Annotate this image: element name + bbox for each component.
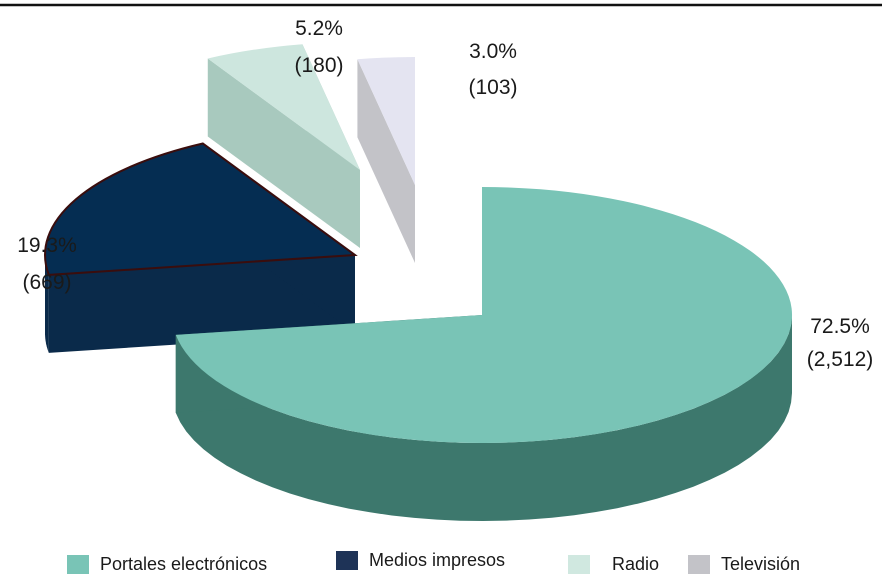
slice-television bbox=[357, 56, 415, 263]
legend-item-television: Televisión bbox=[688, 554, 800, 575]
value-label-portales: (2,512) bbox=[807, 348, 874, 371]
legend-label-portales: Portales electrónicos bbox=[100, 554, 268, 574]
slice-top-portales bbox=[175, 187, 793, 444]
pct-label-radio: 5.2% bbox=[295, 17, 343, 40]
slices-layer bbox=[44, 44, 793, 521]
legend-item-medios: Medios impresos bbox=[336, 550, 505, 571]
value-label-television: (103) bbox=[468, 76, 517, 99]
legend-swatch-portales bbox=[67, 555, 89, 574]
slice-medios bbox=[44, 142, 358, 353]
pct-label-portales: 72.5% bbox=[810, 315, 870, 338]
legend-label-radio: Radio bbox=[612, 554, 660, 574]
pct-label-television: 3.0% bbox=[469, 40, 517, 63]
pct-label-medios: 19.3% bbox=[17, 234, 77, 257]
legend-swatch-television bbox=[688, 555, 710, 574]
slice-cut-television-0 bbox=[357, 59, 415, 263]
slice-top-medios bbox=[44, 142, 358, 276]
slice-top-television bbox=[357, 56, 415, 185]
legend-swatch-medios bbox=[336, 551, 358, 570]
legend-label-medios: Medios impresos bbox=[369, 550, 506, 570]
legend: Portales electrónicos Medios impresos Ra… bbox=[0, 548, 882, 575]
slice-portales bbox=[175, 187, 793, 521]
slice-side-portales bbox=[175, 315, 793, 521]
legend-label-television: Televisión bbox=[721, 554, 801, 574]
legend-item-portales: Portales electrónicos bbox=[67, 554, 267, 575]
slice-cut-radio-0 bbox=[207, 58, 360, 248]
legend-swatch-radio bbox=[568, 555, 590, 574]
value-label-medios: (669) bbox=[22, 271, 71, 294]
slice-top-radio bbox=[207, 44, 360, 171]
slice-radio bbox=[207, 44, 360, 248]
slice-side-medios bbox=[45, 255, 49, 353]
legend-item-radio: Radio bbox=[568, 554, 659, 575]
value-label-radio: (180) bbox=[294, 54, 343, 77]
